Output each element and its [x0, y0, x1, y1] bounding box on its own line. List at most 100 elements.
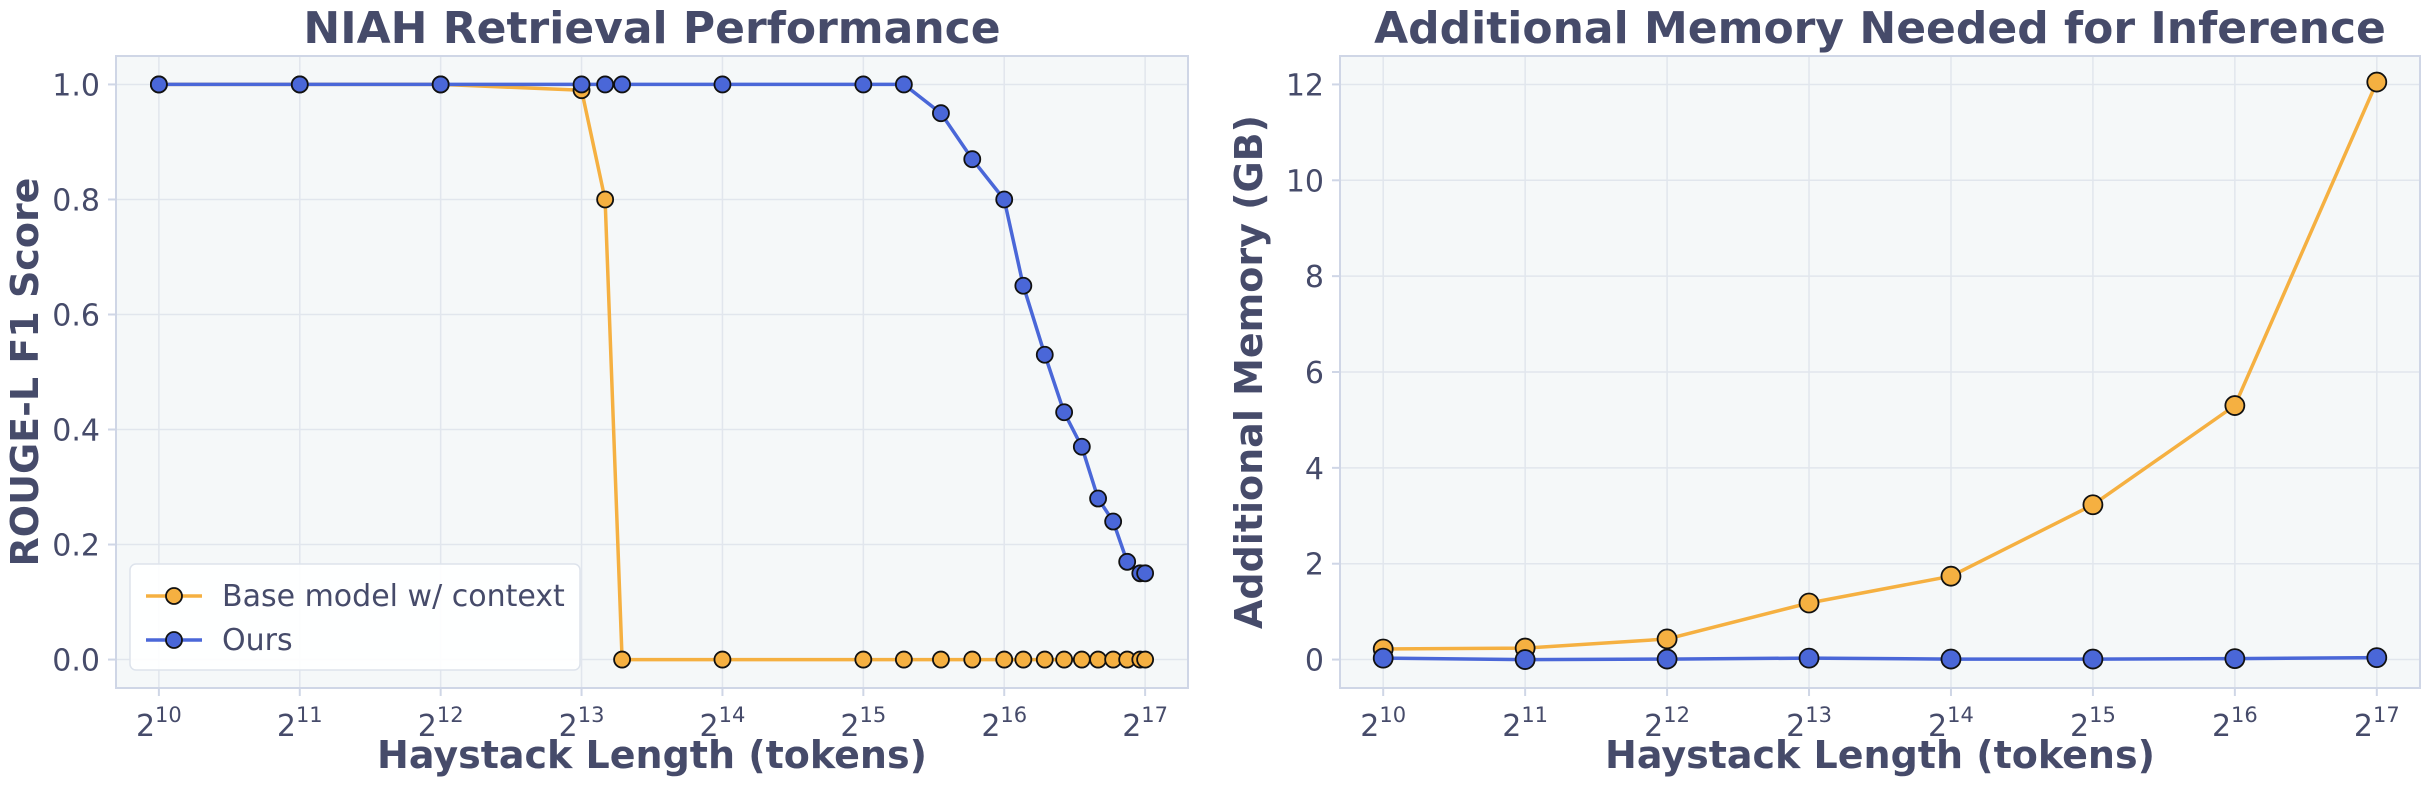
chart-2-x-tick-label: 214	[1928, 703, 1974, 744]
chart-2-y-tick-label: 4	[1305, 452, 1324, 487]
chart-1-series-2-point	[713, 75, 732, 94]
chart-2-series-2-point	[2366, 647, 2388, 669]
chart-1-x-tick-exponent: 10	[155, 703, 182, 727]
chart-2-x-tick-exponent: 15	[2089, 703, 2116, 727]
chart-2-x-tick-base: 2	[2212, 709, 2231, 744]
chart-1-y-tick-label: 0.6	[52, 298, 100, 333]
chart-2-y-tick-label: 10	[1286, 164, 1324, 199]
chart-1-legend-label: Base model w/ context	[222, 579, 565, 614]
chart-1-series-1-point	[1089, 650, 1107, 669]
chart-1-x-tick-exponent: 17	[1141, 703, 1168, 727]
chart-1-x-tick-label: 210	[136, 703, 182, 744]
chart-2-series-1-point	[1798, 592, 1820, 614]
chart-2-x-tick-label: 210	[1360, 703, 1406, 744]
chart-2-series-1-point	[1940, 565, 1962, 587]
chart-2-series-1-point	[1656, 628, 1678, 650]
chart-1-series-1-point	[713, 650, 732, 669]
chart-1-series-1-point	[932, 650, 950, 669]
chart-1-x-tick-exponent: 11	[296, 703, 323, 727]
chart-2-title: Additional Memory Needed for Inference	[1374, 3, 2386, 54]
chart-1-series-2-point	[1136, 564, 1155, 583]
chart-1-x-tick-label: 217	[1122, 703, 1168, 744]
chart-2-x-tick-label: 213	[1786, 703, 1832, 744]
chart-1-x-tick-label: 214	[700, 703, 746, 744]
chart-1-x-tick-label: 212	[418, 703, 464, 744]
chart-2: 210 211 212 213 214 215 216 217024681012Additio…	[1227, 3, 2421, 777]
chart-2-x-tick-label: 217	[2354, 703, 2400, 744]
chart-1-legend: Base model w/ context Ours	[129, 563, 581, 671]
chart-1-x-axis-label: Haystack Length (tokens)	[377, 733, 927, 777]
chart-1-x-tick-exponent: 16	[1000, 703, 1027, 727]
chart-2-y-tick-label: 2	[1305, 548, 1324, 583]
chart-1-x-tick-base: 2	[840, 709, 859, 744]
chart-1-x-tick-exponent: 15	[860, 703, 887, 727]
chart-1-x-tick-base: 2	[559, 709, 578, 744]
chart-2-x-tick-exponent: 17	[2373, 703, 2400, 727]
chart-1-x-tick-label: 211	[277, 703, 323, 744]
chart-1-series-2-point	[1118, 552, 1137, 571]
chart-1-y-tick-label: 0.2	[52, 529, 100, 564]
chart-2-x-tick-label: 215	[2070, 703, 2116, 744]
chart-1-series-2-point	[596, 75, 615, 94]
chart-1-series-1-point	[1055, 650, 1074, 669]
chart-2-series-2-point	[1798, 647, 1820, 669]
chart-2-x-tick-exponent: 12	[1663, 703, 1690, 727]
chart-1-series-2-point	[1035, 345, 1054, 364]
chart-2-x-tick-base: 2	[2070, 709, 2089, 744]
chart-1-series-2-point	[932, 104, 950, 123]
chart-2-x-tick-exponent: 13	[1805, 703, 1832, 727]
chart-1-series-2-point	[431, 75, 450, 94]
chart-2-x-tick-base: 2	[2354, 709, 2373, 744]
chart-1-series-2-point	[290, 75, 309, 94]
chart-2-x-tick-exponent: 10	[1379, 703, 1406, 727]
chart-1-legend-label: Ours	[222, 623, 293, 658]
chart-2-x-tick-label: 211	[1502, 703, 1548, 744]
chart-2-x-tick-label: 212	[1644, 703, 1690, 744]
chart-2-series-2-line	[1383, 655, 2377, 662]
chart-2-x-tick-base: 2	[1360, 709, 1379, 744]
chart-1-x-tick-base: 2	[277, 709, 296, 744]
chart-1-series-1-point	[995, 650, 1014, 669]
chart-1-series-2-point	[149, 75, 168, 94]
chart-2-x-tick-exponent: 11	[1521, 703, 1548, 727]
chart-1-series-1-point	[1014, 650, 1033, 669]
chart-2-x-tick-base: 2	[1502, 709, 1521, 744]
chart-1-x-tick-label: 216	[981, 703, 1027, 744]
chart-2-series-2-point	[1940, 648, 1962, 670]
chart-1-x-tick-label: 215	[840, 703, 886, 744]
chart-1-x-tick-base: 2	[136, 709, 155, 744]
chart-1-legend-marker	[165, 587, 183, 605]
chart-2-series-2-point	[1514, 649, 1536, 670]
chart-1-x-tick-exponent: 14	[719, 703, 746, 727]
chart-1-x-tick-base: 2	[418, 709, 437, 744]
chart-1-x-tick-exponent: 12	[437, 703, 464, 727]
chart-2-x-tick-base: 2	[1644, 709, 1663, 744]
chart-2-y-tick-label: 0	[1305, 644, 1324, 679]
chart-2-x-tick-exponent: 16	[2231, 703, 2258, 727]
chart-1-x-tick-base: 2	[700, 709, 719, 744]
chart-1-series-2-point	[1055, 403, 1074, 422]
chart-1-y-tick-label: 0.0	[52, 644, 100, 679]
chart-2-x-tick-base: 2	[1786, 709, 1805, 744]
chart-1-series-1-point	[1035, 650, 1054, 669]
chart-2-x-tick-label: 216	[2212, 703, 2258, 744]
chart-1-y-axis-label: ROUGE-L F1 Score	[3, 178, 47, 567]
chart-1-x-tick-label: 213	[559, 703, 605, 744]
chart-2-x-tick-base: 2	[1928, 709, 1947, 744]
chart-1-y-tick-label: 1.0	[52, 68, 100, 103]
chart-1-series-2-point	[572, 75, 591, 94]
chart-1-y-tick-label: 0.4	[52, 414, 100, 449]
chart-1-legend-marker	[165, 631, 183, 649]
chart-1-x-tick-base: 2	[981, 709, 1000, 744]
chart-2-series-2-point	[1656, 648, 1678, 670]
chart-1-y-tick-label: 0.8	[52, 183, 100, 218]
chart-1-series-1-point	[963, 650, 982, 669]
chart-1-series-2-point	[613, 75, 631, 94]
chart-2-y-tick-label: 12	[1286, 68, 1324, 103]
chart-2-x-axis-label: Haystack Length (tokens)	[1605, 733, 2155, 777]
chart-1-series-2-point	[963, 150, 982, 169]
chart-2-x-tick-exponent: 14	[1947, 703, 1974, 727]
chart-1-series-2-point	[1089, 489, 1107, 508]
